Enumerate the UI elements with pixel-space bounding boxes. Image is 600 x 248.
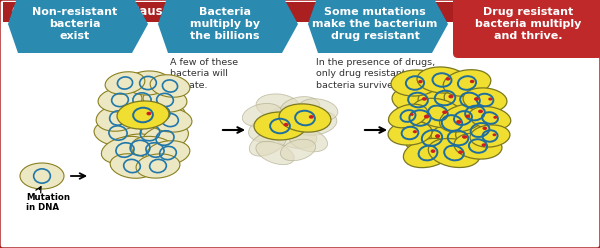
Ellipse shape [493, 133, 496, 136]
Text: Genetic Mutation Causes Drug Resistance: Genetic Mutation Causes Drug Resistance [12, 4, 290, 18]
Text: Drug resistant
bacteria multiply
and thrive.: Drug resistant bacteria multiply and thr… [475, 7, 581, 41]
Ellipse shape [388, 104, 428, 128]
Ellipse shape [474, 97, 479, 101]
Ellipse shape [413, 130, 417, 133]
Ellipse shape [431, 124, 485, 152]
Ellipse shape [279, 104, 331, 132]
Ellipse shape [478, 110, 483, 113]
Ellipse shape [422, 97, 427, 101]
Ellipse shape [488, 97, 493, 101]
Ellipse shape [98, 88, 142, 112]
Ellipse shape [442, 110, 447, 114]
Ellipse shape [417, 67, 467, 93]
Ellipse shape [446, 77, 451, 81]
Ellipse shape [405, 123, 459, 154]
Ellipse shape [412, 98, 464, 128]
FancyBboxPatch shape [3, 12, 597, 22]
Ellipse shape [424, 115, 429, 119]
Ellipse shape [392, 86, 444, 114]
Ellipse shape [469, 107, 511, 129]
Text: A few of these
bacteria will
mutate.: A few of these bacteria will mutate. [170, 58, 238, 90]
Ellipse shape [449, 99, 501, 127]
Polygon shape [158, 0, 298, 53]
FancyBboxPatch shape [3, 2, 597, 22]
Ellipse shape [117, 101, 169, 129]
Ellipse shape [134, 99, 186, 127]
Ellipse shape [248, 114, 295, 142]
Ellipse shape [482, 127, 487, 130]
Ellipse shape [266, 106, 310, 130]
Ellipse shape [293, 111, 337, 135]
Ellipse shape [403, 138, 452, 168]
Ellipse shape [388, 121, 432, 145]
Ellipse shape [124, 119, 176, 148]
Ellipse shape [105, 72, 145, 94]
Ellipse shape [482, 143, 486, 147]
Ellipse shape [466, 115, 470, 118]
Ellipse shape [256, 141, 294, 165]
Ellipse shape [136, 154, 180, 178]
Ellipse shape [391, 70, 439, 96]
Ellipse shape [146, 141, 190, 165]
Ellipse shape [392, 103, 448, 133]
Ellipse shape [455, 116, 505, 144]
Ellipse shape [463, 88, 507, 112]
Ellipse shape [284, 123, 289, 126]
Ellipse shape [440, 104, 487, 132]
Ellipse shape [249, 130, 287, 156]
Ellipse shape [454, 133, 502, 159]
Text: Bacteria
multiply by
the billions: Bacteria multiply by the billions [190, 7, 260, 41]
Ellipse shape [462, 135, 467, 139]
Polygon shape [308, 0, 448, 53]
Ellipse shape [114, 134, 166, 162]
Ellipse shape [470, 125, 510, 147]
Ellipse shape [435, 134, 440, 138]
Ellipse shape [20, 163, 64, 189]
Ellipse shape [444, 86, 496, 114]
Ellipse shape [280, 139, 316, 161]
Ellipse shape [431, 149, 436, 153]
Ellipse shape [280, 97, 320, 119]
Ellipse shape [110, 154, 154, 178]
Ellipse shape [458, 150, 463, 154]
Text: Mutation
in DNA: Mutation in DNA [26, 193, 70, 212]
Ellipse shape [146, 112, 151, 115]
Ellipse shape [443, 70, 491, 96]
Ellipse shape [131, 136, 179, 164]
Ellipse shape [289, 128, 328, 152]
Ellipse shape [254, 112, 306, 140]
Ellipse shape [94, 120, 142, 146]
Ellipse shape [293, 109, 327, 131]
Ellipse shape [142, 124, 188, 152]
Ellipse shape [256, 94, 300, 118]
Ellipse shape [456, 120, 461, 124]
Polygon shape [8, 0, 148, 53]
Ellipse shape [148, 108, 192, 132]
Ellipse shape [150, 75, 190, 97]
Ellipse shape [118, 87, 166, 113]
FancyBboxPatch shape [453, 0, 600, 58]
Ellipse shape [298, 99, 338, 121]
Ellipse shape [126, 71, 170, 95]
Ellipse shape [418, 80, 423, 83]
Ellipse shape [418, 84, 472, 112]
Ellipse shape [428, 138, 480, 167]
Text: In the presence of drugs,
only drug resistant
bacteria survive.: In the presence of drugs, only drug resi… [316, 58, 435, 90]
Ellipse shape [410, 113, 414, 116]
Ellipse shape [101, 136, 149, 164]
Ellipse shape [273, 124, 317, 148]
Ellipse shape [470, 80, 475, 83]
Ellipse shape [96, 105, 140, 131]
Ellipse shape [143, 88, 187, 112]
Ellipse shape [448, 95, 454, 98]
Ellipse shape [242, 103, 281, 126]
Ellipse shape [493, 116, 497, 119]
Ellipse shape [309, 115, 314, 119]
Text: Some mutations
make the bacterium
drug resistant: Some mutations make the bacterium drug r… [313, 7, 437, 41]
Ellipse shape [425, 108, 479, 138]
Text: Non-resistant
bacteria
exist: Non-resistant bacteria exist [32, 7, 118, 41]
Ellipse shape [104, 104, 156, 132]
